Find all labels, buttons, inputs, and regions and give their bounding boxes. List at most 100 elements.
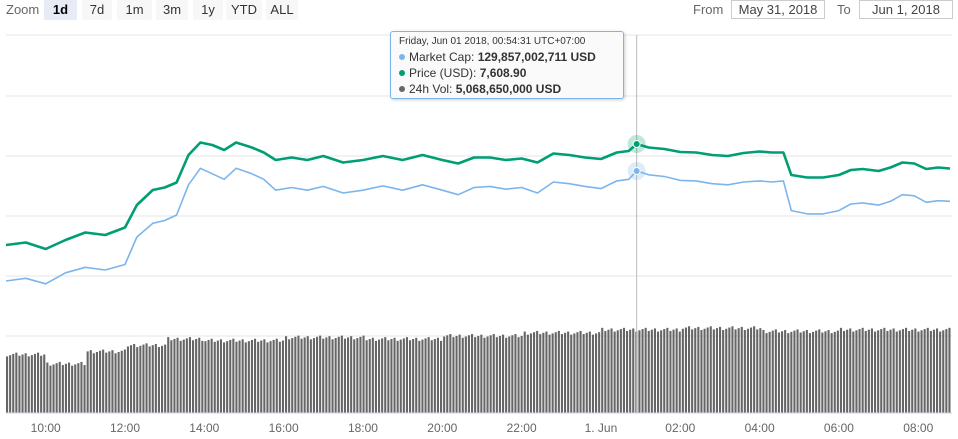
volume-bar [374, 340, 377, 413]
volume-bar [353, 339, 356, 413]
volume-bar [467, 335, 470, 413]
volume-bar [412, 339, 415, 413]
x-tick-label: 22:00 [507, 421, 537, 435]
volume-bar [254, 338, 257, 413]
volume-bar [347, 337, 350, 413]
volume-bar [21, 354, 24, 413]
to-date-input[interactable] [859, 0, 953, 19]
range-button-7d[interactable]: 7d [82, 0, 112, 20]
volume-bar [359, 336, 362, 413]
volume-bar [275, 338, 278, 413]
volume-bar [55, 363, 58, 413]
volume-bar [15, 352, 18, 413]
volume-bar [653, 328, 656, 413]
volume-bar [306, 336, 309, 413]
volume-bar [616, 330, 619, 413]
from-date-input[interactable] [731, 0, 825, 19]
volume-bar [672, 329, 675, 413]
hover-marker [632, 167, 641, 175]
volume-bar [595, 333, 598, 413]
volume-bar [384, 337, 387, 413]
volume-bar [188, 337, 191, 413]
volume-bar [489, 335, 492, 413]
volume-bar [505, 337, 508, 413]
volume-bar [471, 334, 474, 413]
volume-bar [632, 328, 635, 413]
volume-bar [790, 331, 793, 413]
volume-bar [415, 337, 418, 413]
volume-bar [889, 329, 892, 413]
volume-bar [843, 330, 846, 413]
volume-bar [291, 338, 294, 413]
zoom-label: Zoom [6, 2, 40, 17]
volume-bar [914, 328, 917, 413]
volume-bar [288, 339, 291, 413]
range-button-3m[interactable]: 3m [156, 0, 188, 20]
volume-bar [362, 335, 365, 413]
volume-bar [495, 337, 498, 413]
volume-bar [223, 342, 226, 413]
volume-bar [331, 339, 334, 413]
tooltip-row-price: Price (USD): 7,608.90 [399, 65, 615, 81]
volume-bar [830, 333, 833, 413]
volume-bar [911, 329, 914, 413]
volume-bar [564, 332, 567, 413]
volume-bar [387, 340, 390, 413]
volume-bar [753, 326, 756, 413]
volume-bar [182, 339, 185, 413]
volume-bar [827, 330, 830, 413]
volume-bar [114, 353, 117, 413]
volume-bar [250, 339, 253, 413]
volume-bar [309, 339, 312, 413]
range-button-1d[interactable]: 1d [44, 0, 77, 20]
volume-bar [759, 328, 762, 413]
volume-bar [80, 361, 83, 413]
volume-bar [9, 355, 12, 413]
x-tick-label: 18:00 [348, 421, 378, 435]
volume-bar [799, 332, 802, 413]
tooltip-value: 5,068,650,000 USD [455, 82, 562, 96]
volume-bar [892, 328, 895, 413]
volume-bar [272, 339, 275, 413]
volume-bar [343, 338, 346, 413]
volume-bar [737, 328, 740, 413]
volume-bar [626, 330, 629, 413]
volume-bar [936, 328, 939, 413]
volume-bar [663, 329, 666, 413]
volume-bar [855, 330, 858, 413]
volume-bar [145, 343, 148, 413]
volume-bar [514, 334, 517, 413]
volume-bar [585, 332, 588, 413]
volume-bar [805, 330, 808, 413]
volume-bar [378, 339, 381, 413]
volume-bar [464, 336, 467, 413]
volume-bar [719, 326, 722, 413]
volume-bar [356, 338, 359, 413]
volume-bar [185, 338, 188, 413]
range-button-1y[interactable]: 1y [193, 0, 223, 20]
volume-bar [27, 356, 30, 413]
volume-bar [678, 331, 681, 413]
volume-bar [787, 333, 790, 413]
volume-bar [99, 350, 102, 413]
volume-bar [542, 332, 545, 413]
volume-bar [120, 350, 123, 413]
volume-bar [874, 331, 877, 413]
volume-bar [334, 338, 337, 413]
volume-bar [657, 331, 660, 413]
x-tick-label: 14:00 [189, 421, 219, 435]
volume-bar [139, 345, 142, 413]
volume-bar [381, 338, 384, 413]
volume-bar [567, 331, 570, 413]
range-button-all[interactable]: ALL [266, 0, 298, 20]
volume-bar [95, 352, 98, 413]
volume-bar [337, 336, 340, 413]
volume-bar [691, 329, 694, 413]
volume-bar [427, 337, 430, 413]
volume-bar [92, 353, 95, 413]
range-button-ytd[interactable]: YTD [226, 0, 262, 20]
volume-bar [123, 349, 126, 413]
volume-bar [781, 331, 784, 413]
range-button-1m[interactable]: 1m [117, 0, 152, 20]
